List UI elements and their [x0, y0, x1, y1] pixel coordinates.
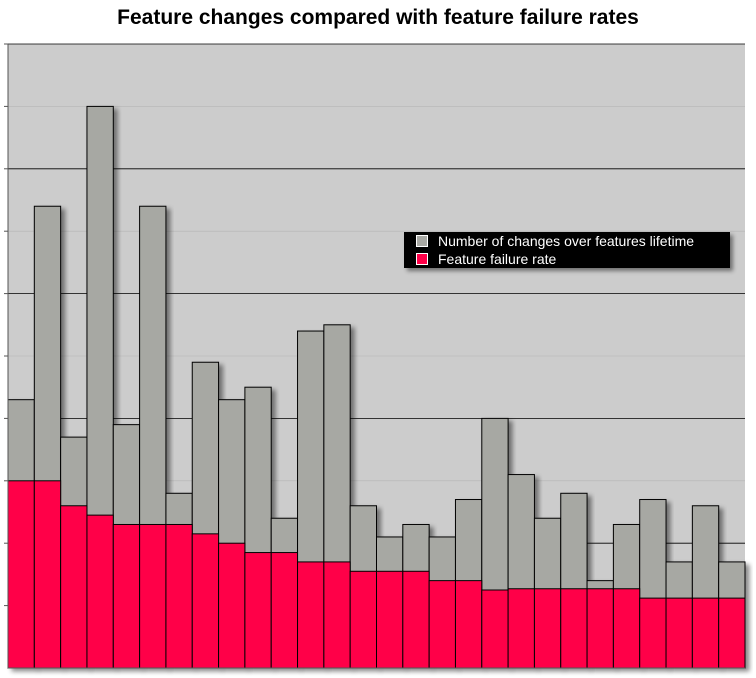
- failure-rate-bar: [507, 588, 535, 669]
- legend-swatch-changes: [416, 235, 428, 247]
- failure-rate-series: [7, 480, 746, 669]
- failure-rate-bar: [165, 523, 193, 669]
- failure-rate-bar: [139, 523, 167, 669]
- chart-title: Feature changes compared with feature fa…: [117, 6, 639, 29]
- legend-label-changes: Number of changes over features lifetime: [438, 233, 695, 249]
- chart-legend: Number of changes over features lifetime…: [404, 232, 730, 268]
- failure-rate-bar: [218, 542, 246, 669]
- failure-rate-bar: [533, 588, 562, 669]
- failure-rate-bar: [718, 597, 746, 669]
- failure-rate-bar: [86, 514, 114, 669]
- failure-rate-bar: [639, 597, 667, 669]
- failure-rate-bar: [244, 552, 272, 669]
- failure-rate-bar: [270, 552, 299, 669]
- failure-rate-bar: [60, 505, 88, 669]
- failure-rate-bar: [349, 570, 377, 669]
- failure-rate-bar: [691, 597, 720, 669]
- failure-rate-bar: [428, 580, 456, 669]
- failure-rate-bar: [560, 588, 588, 669]
- failure-rate-bar: [7, 480, 35, 669]
- legend-item-failure-rate: Feature failure rate: [416, 250, 556, 268]
- failure-rate-bar: [376, 570, 404, 669]
- failure-rate-bar: [665, 597, 693, 669]
- legend-swatch-failure-rate: [416, 253, 428, 265]
- legend-label-failure-rate: Feature failure rate: [438, 251, 557, 267]
- failure-rate-bar: [402, 570, 430, 669]
- failure-rate-bar: [191, 533, 220, 669]
- failure-rate-bar: [586, 588, 614, 669]
- failure-rate-bar: [612, 588, 641, 669]
- failure-rate-bar: [33, 480, 62, 669]
- failure-rate-bar: [454, 580, 483, 669]
- failure-rate-bar: [323, 561, 351, 669]
- failure-rate-bar: [297, 561, 325, 669]
- legend-item-changes: Number of changes over features lifetime: [416, 232, 694, 250]
- failure-rate-bar: [481, 589, 509, 669]
- failure-rate-bar: [112, 523, 141, 669]
